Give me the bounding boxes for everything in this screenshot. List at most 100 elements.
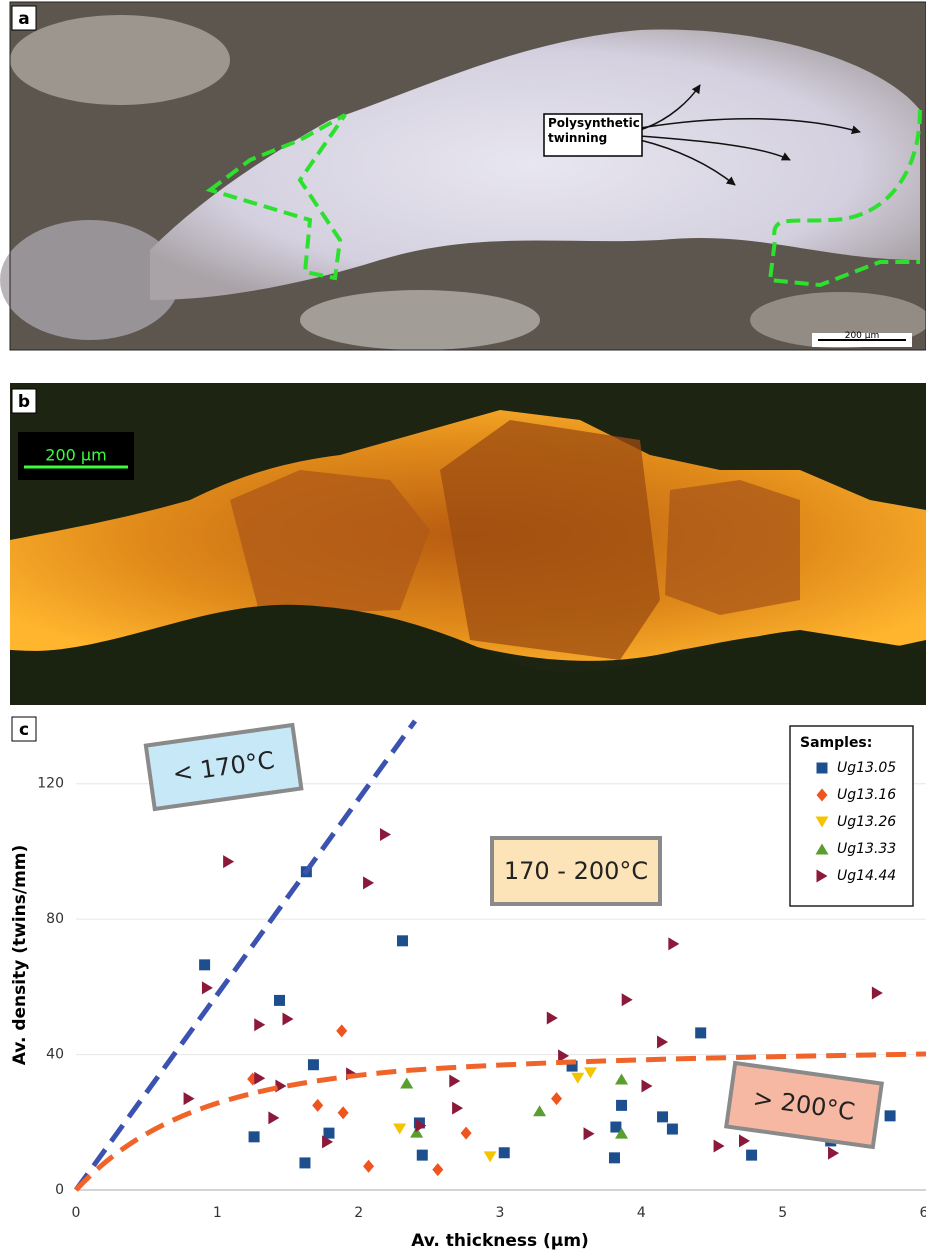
point (615, 1073, 629, 1085)
point (571, 1072, 585, 1084)
annotation-box (490, 836, 662, 906)
legend-label: Ug14.44 (837, 868, 896, 884)
point (248, 1131, 260, 1143)
point (615, 1127, 629, 1139)
point (416, 1149, 428, 1161)
point (223, 855, 235, 869)
point (299, 1157, 311, 1169)
panel-label: b (18, 392, 30, 412)
point (884, 1110, 896, 1122)
point (322, 1135, 334, 1149)
point (739, 1134, 751, 1148)
legend-marker (816, 869, 828, 883)
legend-label: Ug13.26 (837, 814, 896, 830)
scale-bar-label: 200 µm (845, 331, 880, 341)
trend-line (73, 719, 418, 1192)
point (621, 993, 633, 1007)
point (254, 1071, 266, 1085)
annotation-box (724, 1060, 884, 1150)
legend-label: Ug13.33 (837, 841, 896, 857)
point (546, 1011, 558, 1025)
micrograph-b: 200 µm b (10, 383, 926, 705)
point (695, 1027, 707, 1039)
point (400, 1077, 414, 1089)
y-tick-label: 0 (55, 1182, 64, 1198)
point (583, 1127, 595, 1141)
x-tick-label: 6 (920, 1205, 926, 1221)
y-axis-label: Av. density (twins/mm) (10, 845, 30, 1066)
point (871, 986, 883, 1000)
point (713, 1139, 725, 1153)
point (657, 1035, 669, 1049)
legend-label: Ug13.16 (837, 787, 896, 803)
legend-marker (816, 762, 828, 774)
legend: Samples: Ug13.05 Ug13.16 Ug13.26 Ug13.33 Ug1… (789, 725, 914, 907)
panel-label: a (18, 9, 29, 29)
point (415, 1119, 427, 1133)
point (668, 937, 680, 951)
point (199, 959, 211, 971)
y-tick-label: 40 (46, 1047, 64, 1063)
point (533, 1105, 547, 1117)
y-tick-label: 120 (37, 776, 64, 792)
micrograph-a: Polysynthetic twinning 200 µm a (0, 1, 926, 351)
legend-marker (815, 816, 829, 828)
legend-title: Samples: (800, 735, 872, 751)
x-tick-label: 2 (354, 1205, 363, 1221)
point (449, 1074, 461, 1088)
point (452, 1101, 464, 1115)
point (323, 1127, 335, 1139)
point (551, 1092, 563, 1106)
y-tick-label: 80 (46, 911, 64, 927)
point (183, 1092, 195, 1106)
annotation: Polysynthetic twinning (548, 116, 640, 145)
point (746, 1149, 758, 1161)
x-tick-label: 4 (637, 1205, 646, 1221)
point (460, 1126, 472, 1140)
point (432, 1163, 444, 1177)
point (274, 994, 286, 1006)
point (610, 1121, 622, 1133)
x-tick-label: 0 (72, 1205, 81, 1221)
point (396, 935, 408, 947)
annotation: 170 - 200°C (504, 857, 648, 885)
legend-marker (816, 788, 828, 802)
point (393, 1123, 407, 1135)
point (608, 1152, 620, 1164)
point (282, 1012, 294, 1026)
legend-label: Ug13.05 (837, 760, 896, 776)
point (410, 1126, 424, 1138)
point (666, 1123, 678, 1135)
panel-label: c (19, 720, 29, 740)
point (363, 876, 375, 890)
scale-bar-label: 200 µm (45, 446, 106, 465)
point (337, 1106, 349, 1120)
point (558, 1049, 570, 1063)
trend-line (74, 1051, 926, 1192)
point (828, 1146, 840, 1160)
point (336, 1024, 348, 1038)
panel-label-box (11, 716, 37, 742)
point (583, 1067, 597, 1079)
point (307, 1059, 319, 1071)
point (275, 1079, 287, 1093)
x-axis-label: Av. thickness (µm) (411, 1231, 589, 1251)
point (380, 828, 392, 841)
x-tick-label: 3 (496, 1205, 505, 1221)
annotation-box (143, 722, 304, 812)
point (616, 1099, 628, 1111)
x-tick-label: 1 (213, 1205, 222, 1221)
point (657, 1111, 669, 1123)
point (312, 1098, 324, 1112)
legend-marker (815, 843, 829, 855)
point (498, 1147, 510, 1159)
x-tick-label: 5 (778, 1205, 787, 1221)
point (483, 1151, 497, 1163)
point (254, 1018, 266, 1032)
point (566, 1060, 578, 1072)
point (201, 981, 213, 995)
point (268, 1111, 280, 1125)
point (641, 1079, 653, 1093)
